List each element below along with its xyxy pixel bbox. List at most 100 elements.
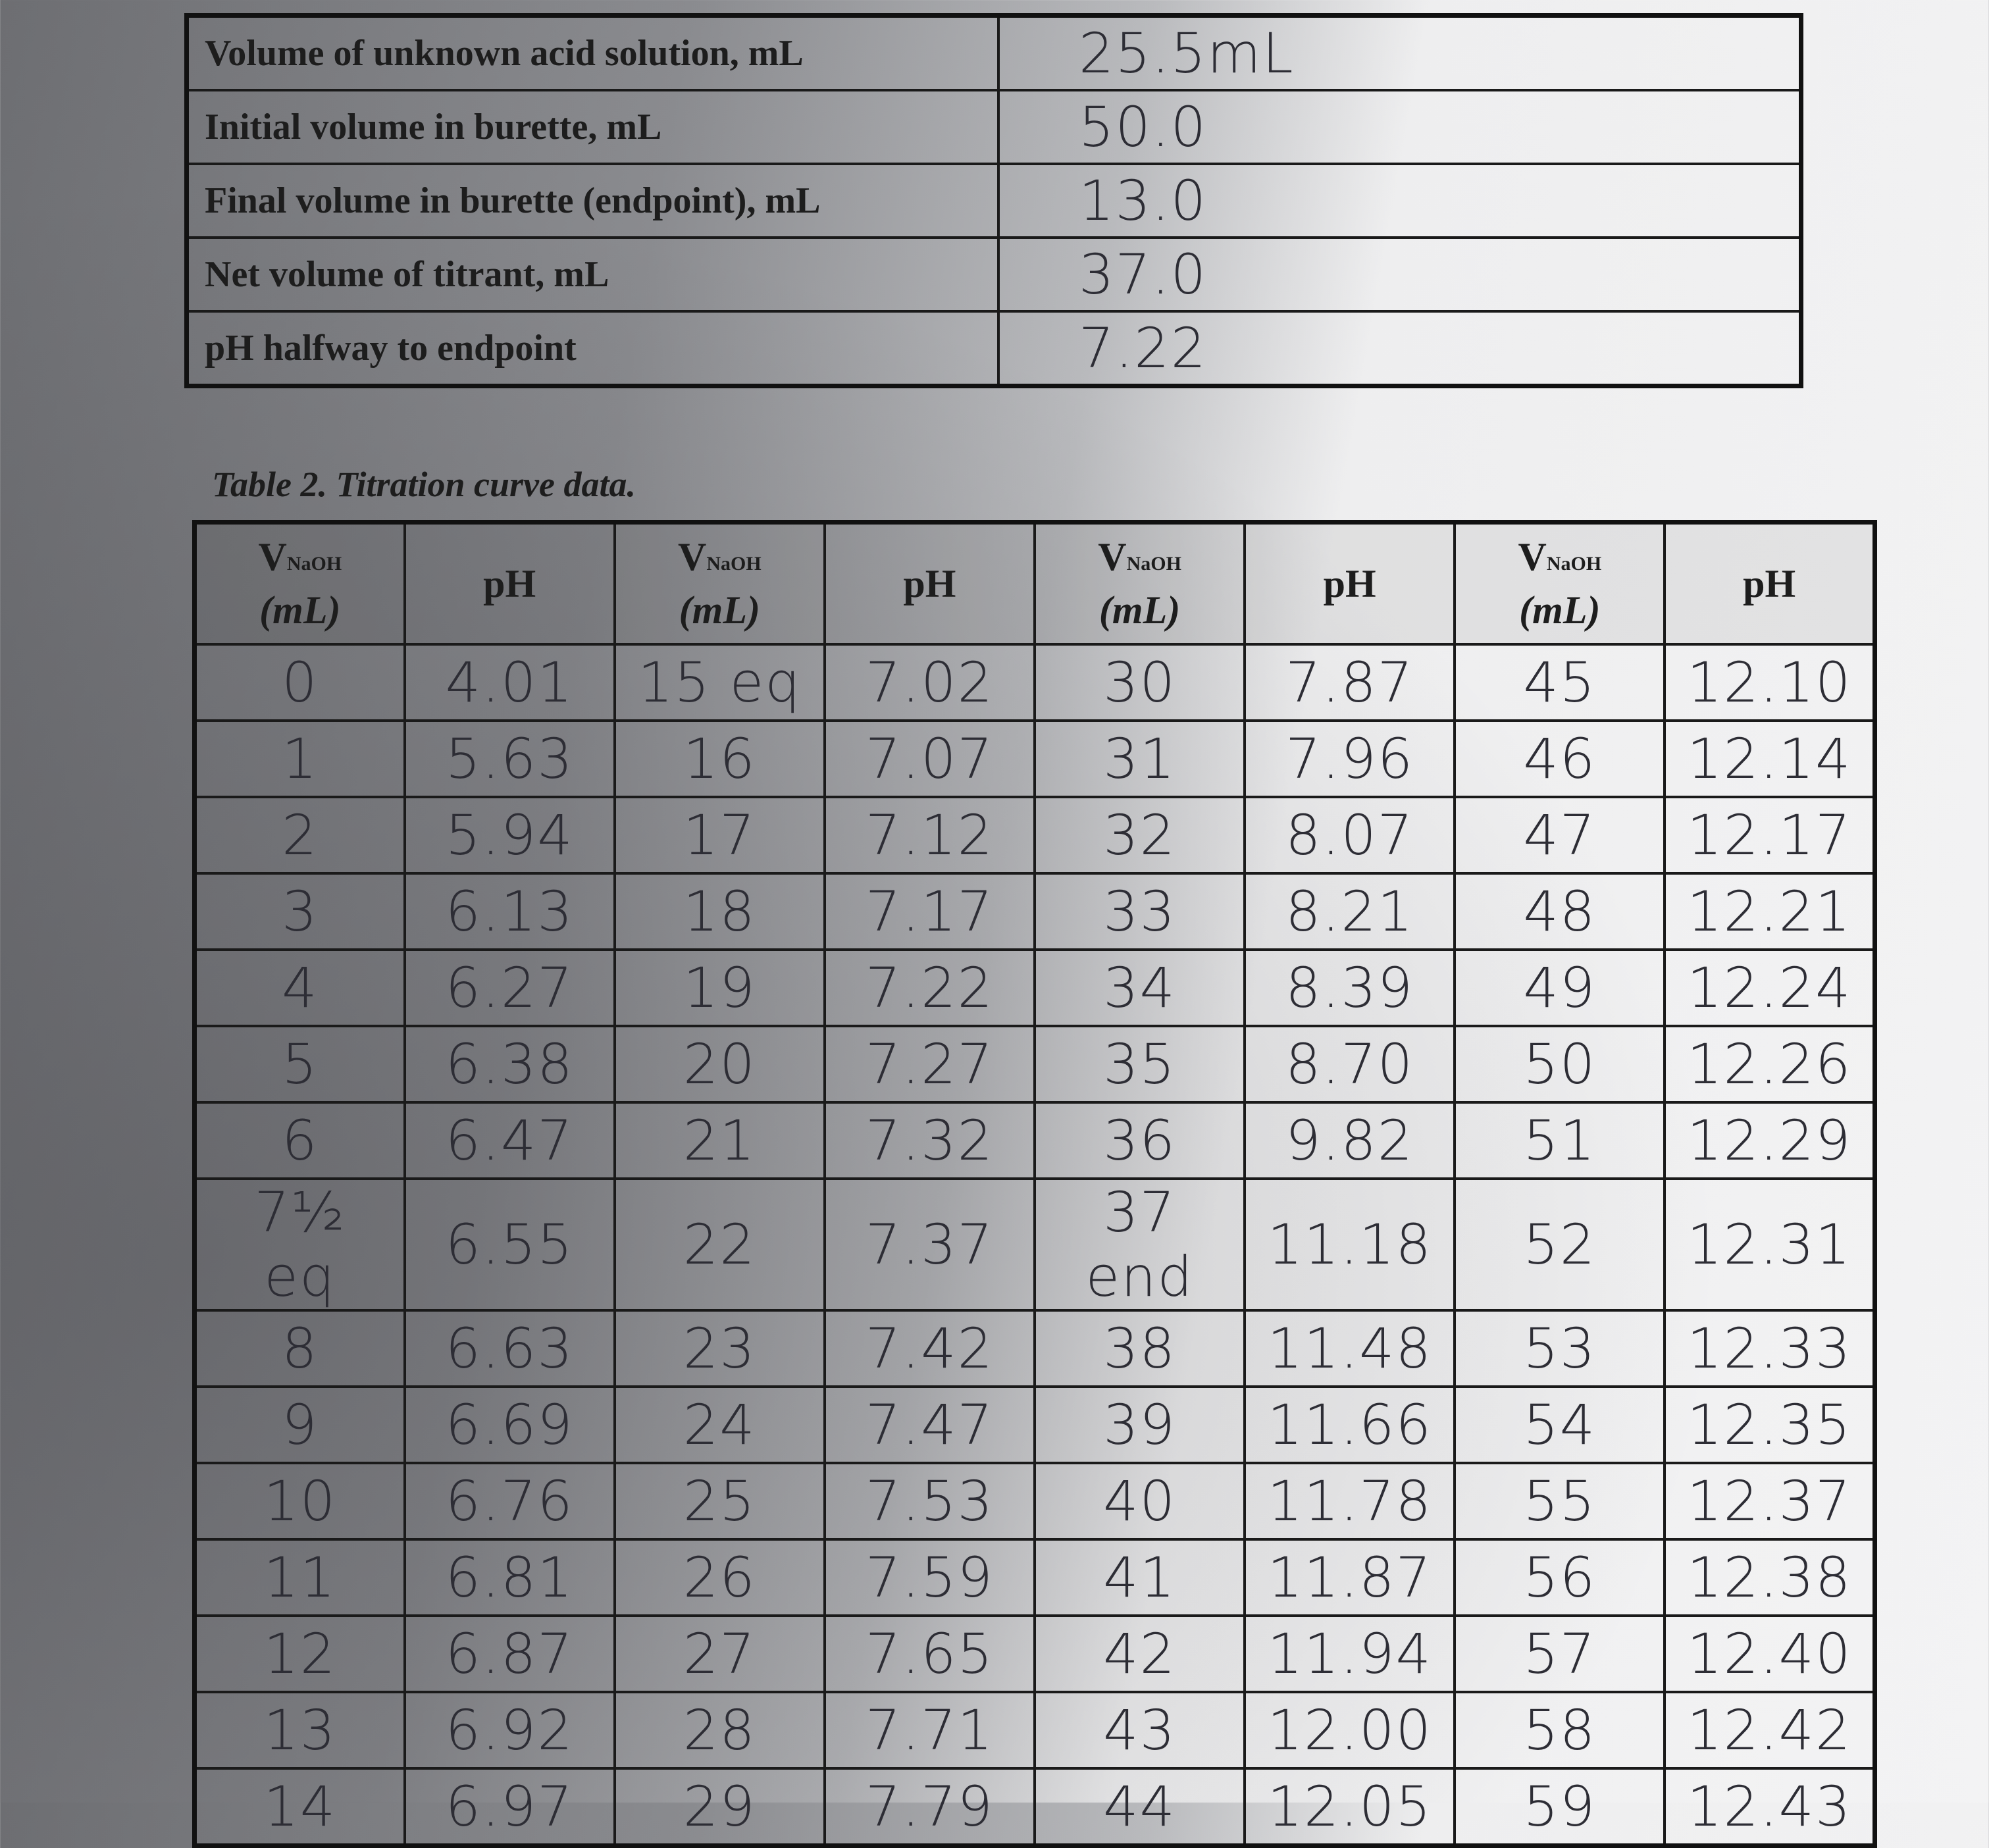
ph-cell: 6.63	[403, 1309, 616, 1388]
volume-cell: 53	[1453, 1309, 1666, 1388]
row-value: 50.0	[997, 89, 1803, 165]
volume-cell: 32	[1033, 796, 1247, 875]
volume-cell: 42	[1033, 1614, 1247, 1693]
header-symbol: V	[677, 535, 707, 578]
header-unit: (mL)	[1519, 588, 1601, 632]
ph-cell: 8.07	[1243, 796, 1457, 875]
volume-cell: 48	[1453, 872, 1666, 951]
ph-cell: 7.32	[823, 1101, 1037, 1180]
volume-cell: 11	[193, 1538, 406, 1617]
volume-cell: 29	[613, 1767, 826, 1847]
data-row: 7½ eq 6.55 22 7.37 37 end 11.18 52 12.31	[193, 1177, 1876, 1312]
ph-cell: 11.48	[1243, 1309, 1457, 1388]
volume-cell: 45	[1453, 643, 1666, 722]
row-value: 37.0	[997, 236, 1803, 313]
header-unit: (mL)	[679, 588, 760, 632]
ph-cell: 11.18	[1243, 1177, 1457, 1312]
volume-cell: 12	[193, 1614, 406, 1693]
volume-cell: 55	[1453, 1462, 1666, 1541]
volume-cell: 7½ eq	[193, 1177, 406, 1312]
ph-cell: 12.21	[1663, 872, 1876, 951]
header-subscript: NaOH	[286, 553, 342, 575]
ph-cell: 7.53	[823, 1462, 1037, 1541]
ph-cell: 5.63	[403, 719, 616, 798]
ph-cell: 7.59	[823, 1538, 1037, 1617]
volume-header: VNaOH (mL)	[193, 521, 406, 646]
ph-cell: 6.69	[403, 1385, 616, 1464]
data-row: 13 6.92 28 7.71 43 12.00 58 12.42	[193, 1691, 1876, 1770]
ph-cell: 7.47	[823, 1385, 1037, 1464]
ph-cell: 12.35	[1663, 1385, 1876, 1464]
ph-cell: 7.42	[823, 1309, 1037, 1388]
volume-cell: 10	[193, 1462, 406, 1541]
ph-cell: 12.37	[1663, 1462, 1876, 1541]
ph-cell: 12.17	[1663, 796, 1876, 875]
ph-header: pH	[1243, 521, 1457, 646]
row-label: pH halfway to endpoint	[185, 310, 1000, 388]
volume-cell: 15 eq	[613, 643, 826, 722]
volume-cell: 6	[193, 1101, 406, 1180]
ph-cell: 7.87	[1243, 643, 1457, 722]
volume-header: VNaOH (mL)	[1453, 521, 1666, 646]
summary-row: Final volume in burette (endpoint), mL 13…	[185, 163, 1803, 239]
ph-cell: 7.12	[823, 796, 1037, 875]
ph-cell: 12.05	[1243, 1767, 1457, 1847]
volume-cell: 24	[613, 1385, 826, 1464]
data-row: 0 4.01 15 eq 7.02 30 7.87 45 12.10	[193, 643, 1876, 722]
volume-cell: 30	[1033, 643, 1247, 722]
ph-cell: 12.43	[1663, 1767, 1876, 1847]
data-row: 6 6.47 21 7.32 36 9.82 51 12.29	[193, 1101, 1876, 1180]
volume-cell: 36	[1033, 1101, 1247, 1180]
summary-row: Net volume of titrant, mL 37.0	[185, 236, 1803, 313]
volume-cell: 38	[1033, 1309, 1247, 1388]
ph-cell: 6.97	[403, 1767, 616, 1847]
row-label: Initial volume in burette, mL	[185, 89, 1000, 165]
volume-cell: 19	[613, 948, 826, 1027]
volume-cell: 26	[613, 1538, 826, 1617]
data-row: 14 6.97 29 7.79 44 12.05 59 12.43	[193, 1767, 1876, 1847]
ph-cell: 6.76	[403, 1462, 616, 1541]
data-row: 2 5.94 17 7.12 32 8.07 47 12.17	[193, 796, 1876, 875]
summary-row: Volume of unknown acid solution, mL 25.5m…	[185, 14, 1803, 91]
ph-cell: 8.21	[1243, 872, 1457, 951]
ph-cell: 8.70	[1243, 1025, 1457, 1104]
ph-cell: 6.38	[403, 1025, 616, 1104]
header-row: VNaOH (mL) pH VNaOH (mL) pH VNaOH (mL) pH VNaOH (m…	[193, 521, 1876, 646]
volume-header: VNaOH (mL)	[613, 521, 826, 646]
ph-cell: 11.87	[1243, 1538, 1457, 1617]
ph-cell: 12.00	[1243, 1691, 1457, 1770]
header-unit: (mL)	[259, 588, 341, 632]
data-row: 8 6.63 23 7.42 38 11.48 53 12.33	[193, 1309, 1876, 1388]
volume-cell: 41	[1033, 1538, 1247, 1617]
ph-cell: 6.87	[403, 1614, 616, 1693]
volume-cell: 3	[193, 872, 406, 951]
volume-cell: 56	[1453, 1538, 1666, 1617]
volume-cell: 47	[1453, 796, 1666, 875]
volume-cell: 51	[1453, 1101, 1666, 1180]
ph-cell: 11.78	[1243, 1462, 1457, 1541]
volume-cell: 52	[1453, 1177, 1666, 1312]
volume-cell: 9	[193, 1385, 406, 1464]
volume-cell: 43	[1033, 1691, 1247, 1770]
ph-cell: 12.38	[1663, 1538, 1876, 1617]
data-row: 12 6.87 27 7.65 42 11.94 57 12.40	[193, 1614, 1876, 1693]
row-label: Volume of unknown acid solution, mL	[185, 14, 1000, 91]
volume-cell: 18	[613, 872, 826, 951]
ph-cell: 7.27	[823, 1025, 1037, 1104]
data-row: 5 6.38 20 7.27 35 8.70 50 12.26	[193, 1025, 1876, 1104]
titration-table: VNaOH (mL) pH VNaOH (mL) pH VNaOH (mL) pH VNaOH (m…	[192, 520, 1877, 1848]
volume-cell: 13	[193, 1691, 406, 1770]
ph-cell: 12.10	[1663, 643, 1876, 722]
volume-cell: 0	[193, 643, 406, 722]
volume-cell: 40	[1033, 1462, 1247, 1541]
volume-cell: 17	[613, 796, 826, 875]
ph-cell: 7.22	[823, 948, 1037, 1027]
ph-cell: 7.07	[823, 719, 1037, 798]
summary-row: pH halfway to endpoint 7.22	[185, 310, 1803, 388]
ph-cell: 7.79	[823, 1767, 1037, 1847]
ph-cell: 11.66	[1243, 1385, 1457, 1464]
volume-cell: 46	[1453, 719, 1666, 798]
row-value: 7.22	[997, 310, 1803, 388]
ph-cell: 7.65	[823, 1614, 1037, 1693]
header-subscript: NaOH	[1546, 553, 1602, 575]
